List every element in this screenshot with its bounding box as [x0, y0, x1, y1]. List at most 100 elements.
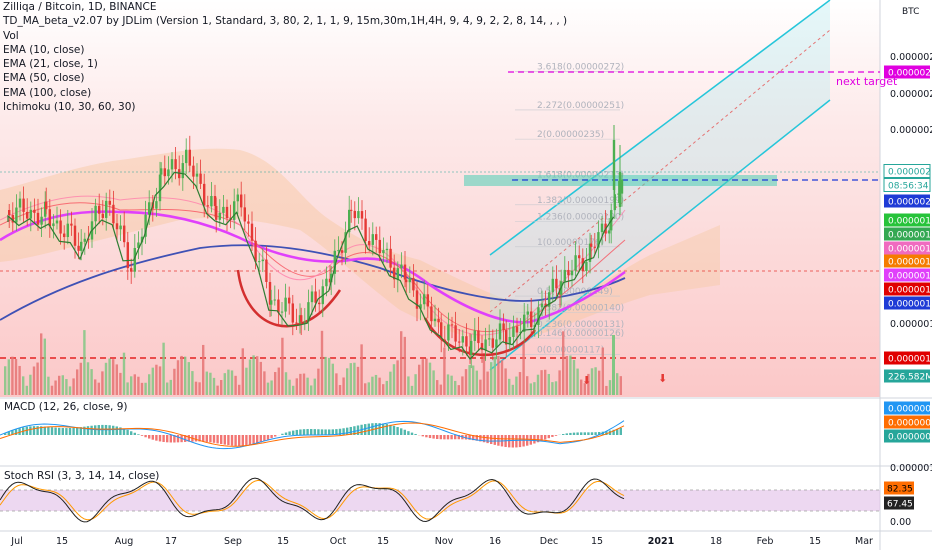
candle-body	[185, 149, 188, 164]
time-tick: Oct	[330, 536, 347, 547]
indicator-vol[interactable]: Vol	[3, 29, 19, 42]
candle-body	[126, 242, 129, 269]
price-axis[interactable]: 0.00000280 0.00000260 0.00000240 0.00000135…	[890, 52, 932, 474]
indicator-ema21[interactable]: EMA (21, close, 1)	[3, 58, 98, 71]
time-axis[interactable]: Jul 15 Aug 17 Sep 15 Oct 15 Nov 16 Dec 15 2021 18 Feb 1…	[10, 536, 873, 547]
indicator-td-ma[interactable]: TD_MA_beta_v2.07 by JDLim (Version 1, St…	[3, 15, 568, 28]
volume-bar	[342, 377, 345, 395]
volume-bar	[439, 384, 442, 395]
indicator-ema100[interactable]: EMA (100, close)	[3, 86, 92, 99]
candle-body	[567, 269, 570, 276]
stoch-label[interactable]: Stoch RSI (3, 3, 14, 14, close)	[4, 470, 160, 482]
volume-bar	[608, 380, 612, 395]
volume-bar	[40, 333, 43, 395]
macd-histogram-bar	[425, 435, 428, 438]
candle-body	[8, 210, 11, 215]
candle-body	[470, 340, 473, 356]
candle-body	[555, 278, 558, 289]
volume-bar	[281, 337, 284, 395]
volume-bar	[108, 358, 111, 395]
volume-bar	[245, 367, 248, 395]
volume-bar	[353, 362, 356, 395]
candle-body	[148, 202, 151, 215]
volume-bar	[7, 359, 10, 395]
fib-label: 0.5(0.00000149)	[537, 287, 613, 297]
cup-arc-2	[423, 317, 537, 357]
macd-label[interactable]: MACD (12, 26, close, 9)	[4, 401, 128, 413]
price-badge	[884, 268, 930, 282]
macd-histogram-bar	[256, 435, 259, 444]
price-badge	[884, 254, 930, 268]
volume-bar	[248, 359, 252, 395]
candle-body	[454, 325, 457, 342]
time-tick: 15	[56, 536, 68, 547]
macd-badge-text: 0.00000011	[888, 419, 932, 429]
macd-histogram-bar	[184, 435, 187, 442]
candle-body	[491, 338, 494, 348]
fib-label: 1.236(0.00000190)	[537, 212, 624, 222]
macd-histogram-bar	[619, 427, 622, 435]
candle-body	[620, 179, 624, 194]
volume-bar	[328, 357, 331, 395]
volume-bar	[144, 382, 147, 395]
volume-bar	[263, 371, 266, 395]
candle-body	[537, 307, 540, 325]
candle-body	[437, 318, 440, 323]
candle-body	[530, 311, 533, 328]
indicator-ema50[interactable]: EMA (50, close)	[3, 72, 85, 85]
volume-bar	[324, 356, 327, 395]
macd-histogram-bar	[432, 435, 435, 439]
candle-body	[433, 318, 437, 322]
volume-bar	[547, 373, 550, 395]
volume-bar	[50, 385, 54, 395]
channel-upper	[489, 0, 831, 256]
time-tick: Dec	[540, 536, 558, 547]
volume-bar	[97, 382, 100, 395]
candle-body	[613, 194, 616, 211]
indicator-ichimoku[interactable]: Ichimoku (10, 30, 60, 30)	[3, 101, 136, 114]
volume-bar	[173, 368, 176, 395]
macd-histogram-bar	[216, 435, 219, 444]
macd-histogram-bar	[148, 435, 151, 439]
macd-histogram-bar	[598, 431, 601, 435]
price-badge	[884, 351, 930, 365]
volume-bar	[119, 372, 122, 395]
macd-histogram-bar	[421, 435, 424, 437]
candle-body	[29, 209, 32, 219]
indicator-ema10[interactable]: EMA (10, close)	[3, 43, 85, 56]
candle-body	[360, 211, 364, 219]
candle-body	[163, 168, 166, 177]
candle-body	[108, 200, 111, 205]
volume-bar	[400, 331, 403, 395]
candle-body	[206, 205, 209, 207]
volume-bar	[533, 382, 536, 395]
volume-bar	[11, 356, 14, 395]
macd-histogram-bar	[252, 435, 255, 445]
volume-bar	[407, 376, 410, 395]
macd-histogram-bar	[457, 435, 460, 440]
volume-bar	[472, 365, 475, 395]
volume-bar	[234, 375, 237, 395]
volume-bar	[436, 380, 439, 395]
macd-histogram-bar	[72, 427, 75, 435]
volume-bar	[450, 375, 453, 395]
macd-histogram-bar	[410, 432, 414, 435]
macd-histogram-bar	[450, 435, 453, 440]
volume-bar	[454, 380, 457, 395]
macd-histogram-bar	[94, 425, 97, 435]
volume-bar	[187, 362, 190, 395]
candle-body	[277, 299, 280, 313]
candle-body	[318, 302, 321, 305]
macd-histogram-bar	[518, 435, 522, 448]
macd-histogram-bar	[479, 435, 482, 442]
volume-bar	[605, 385, 608, 395]
time-tick: 17	[165, 536, 177, 547]
candle-body	[340, 250, 344, 253]
volume-bar	[544, 369, 547, 395]
candle-body	[548, 292, 551, 307]
macd-histogram-bar	[569, 432, 572, 435]
candle-body	[94, 205, 97, 222]
volume-bar	[310, 385, 313, 395]
macd-histogram-bar	[331, 429, 334, 435]
